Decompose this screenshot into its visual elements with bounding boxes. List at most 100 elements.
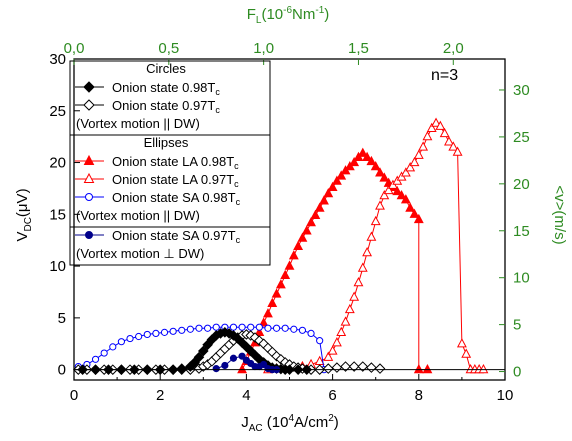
data-point [405, 162, 416, 172]
data-point [409, 156, 420, 167]
data-point [357, 262, 368, 272]
data-point [426, 122, 437, 132]
data-point [316, 337, 324, 345]
legend-footer: (Vortex motion || DW) [76, 116, 200, 131]
data-point [258, 317, 269, 327]
data-point [186, 325, 194, 333]
y-axis-label: VDC(μV) [14, 188, 34, 241]
data-point [267, 297, 278, 307]
data-point [280, 269, 291, 280]
x-tick-label: 4 [242, 387, 250, 404]
legend-label: Onion state SA 0.97Tc [112, 228, 241, 245]
legend-marker [83, 81, 95, 93]
y2-tick-label: 25 [513, 129, 530, 146]
legend-marker [85, 193, 93, 201]
data-point [255, 323, 263, 331]
data-point [349, 156, 360, 167]
data-point [370, 215, 381, 226]
y2-axis-label: <v>(m/s) [551, 185, 568, 244]
y2-tick-label: 10 [513, 270, 530, 287]
x2-tick-label: 0,5 [158, 40, 179, 57]
x2-tick-label: 1,0 [253, 40, 274, 57]
data-point [284, 260, 295, 270]
data-point [409, 208, 420, 218]
data-point [392, 185, 403, 196]
series-4 [74, 323, 328, 374]
data-point [435, 120, 446, 130]
data-point [322, 363, 334, 374]
y2-tick-label: 5 [513, 317, 521, 334]
data-point [375, 200, 385, 210]
x-tick-label: 10 [497, 387, 514, 404]
data-point [353, 277, 364, 287]
data-point [456, 338, 467, 348]
legend-label: Onion state LA 0.98Tc [112, 154, 239, 171]
data-point [238, 352, 246, 360]
data-point [375, 167, 385, 177]
data-point [331, 175, 342, 185]
data-point [444, 136, 454, 146]
data-point [293, 240, 304, 251]
data-point [405, 202, 416, 212]
data-point [413, 363, 424, 374]
data-point [383, 184, 394, 195]
data-point [400, 194, 411, 204]
y2-tick-label: 15 [513, 223, 530, 240]
y-tick-label: 25 [49, 103, 66, 120]
legend-box [69, 226, 271, 266]
data-point [109, 343, 117, 351]
data-point [370, 161, 381, 171]
data-point [327, 345, 338, 355]
data-point [301, 225, 312, 235]
y2-tick-label: 30 [513, 82, 530, 99]
legend-footer: (Vortex motion ⊥ DW) [76, 246, 204, 261]
data-point [229, 323, 238, 331]
data-point [117, 338, 126, 346]
legend-footer: (Vortex motion || DW) [76, 208, 200, 223]
data-point [331, 362, 343, 373]
data-point [91, 355, 100, 363]
legend-label: Onion state 0.97Tc [112, 98, 220, 115]
data-point [237, 363, 248, 374]
data-point [413, 149, 424, 159]
data-point [307, 329, 315, 338]
legend-label: Onion state SA 0.98Tc [112, 190, 241, 207]
data-point [238, 323, 246, 331]
data-point [176, 363, 188, 374]
data-point [290, 325, 298, 333]
data-point [197, 345, 209, 357]
data-point [228, 330, 239, 341]
data-point [204, 324, 212, 332]
annotation-n: n=3 [431, 67, 458, 84]
data-point [221, 361, 229, 370]
data-point [152, 329, 160, 338]
data-point [298, 326, 307, 334]
x-tick-label: 0 [70, 387, 78, 404]
data-point [271, 288, 282, 298]
legend-marker [85, 231, 93, 239]
data-point [413, 213, 424, 224]
data-point [306, 216, 316, 227]
data-point [478, 363, 489, 374]
y-tick-label: 20 [49, 155, 66, 172]
data-point [160, 328, 169, 336]
legend-heading: Ellipses [144, 135, 189, 150]
data-point [396, 190, 407, 200]
y-tick-label: 15 [49, 206, 66, 223]
x2-tick-label: 0,0 [64, 40, 85, 57]
data-point [336, 170, 347, 180]
y2-tick-label: 20 [513, 176, 530, 193]
data-point [264, 324, 272, 332]
y-tick-label: 5 [58, 310, 66, 327]
data-point [100, 349, 108, 357]
data-point [143, 330, 151, 339]
data-point [288, 250, 299, 260]
data-point [263, 308, 273, 318]
data-point [229, 354, 238, 362]
data-point [362, 246, 373, 257]
legend-marker [83, 154, 95, 165]
x-tick-label: 2 [156, 387, 164, 404]
y2-tick-label: 0 [513, 364, 521, 381]
